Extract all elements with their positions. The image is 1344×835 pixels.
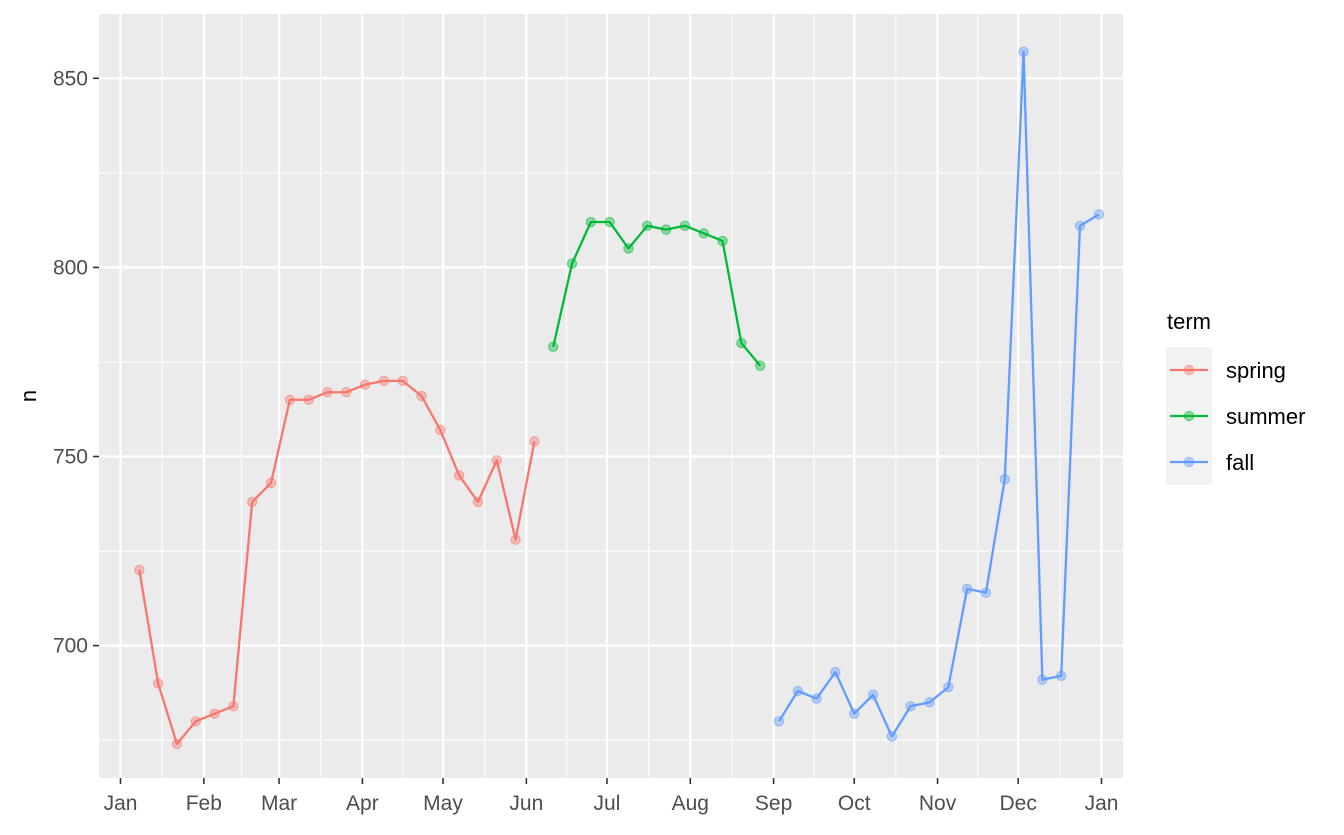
data-point: [416, 390, 427, 402]
data-point: [1055, 670, 1067, 682]
series-line-fall: [778, 50, 1100, 738]
data-point: [961, 583, 973, 595]
series-summer: [548, 216, 766, 371]
x-tick-label: Dec: [1000, 792, 1037, 815]
data-point: [1074, 220, 1086, 232]
data-point: [510, 534, 521, 545]
y-axis-title: n: [16, 390, 41, 402]
y-tick-label: 750: [53, 446, 88, 469]
x-tick-label: Jan: [104, 792, 138, 815]
x-tick-label: Nov: [919, 792, 957, 815]
data-point: [359, 379, 371, 390]
x-tick-label: Sep: [755, 792, 792, 815]
data-point: [811, 693, 822, 704]
legend-label: fall: [1226, 450, 1254, 475]
x-tick-label: Mar: [261, 792, 297, 815]
legend-item-summer: summer: [1170, 404, 1305, 429]
x-tick-label: Jul: [594, 792, 621, 815]
data-point: [698, 228, 709, 239]
data-point: [284, 394, 296, 405]
data-point: [397, 375, 408, 387]
data-point: [322, 387, 333, 398]
data-point: [660, 224, 672, 235]
data-point: [642, 220, 653, 232]
data-point: [754, 360, 766, 371]
data-point: [999, 474, 1010, 485]
data-point: [943, 682, 954, 693]
data-point: [548, 341, 559, 353]
data-point: [190, 716, 201, 727]
data-point: [924, 697, 935, 708]
x-tick-label: Apr: [346, 792, 379, 815]
data-point: [491, 455, 502, 466]
data-point: [341, 387, 352, 398]
data-point: [980, 587, 992, 598]
y-tick-label: 800: [53, 256, 88, 279]
data-point: [435, 424, 446, 436]
data-point: [623, 243, 634, 254]
data-point: [849, 708, 860, 719]
x-tick-label: May: [423, 792, 463, 815]
legend-key-point: [1183, 410, 1195, 422]
data-point: [867, 689, 879, 700]
data-point: [171, 738, 183, 750]
data-point: [566, 258, 578, 269]
data-point: [134, 564, 145, 576]
legend-label: spring: [1226, 358, 1286, 383]
panel-background: [99, 14, 1123, 778]
data-point: [378, 375, 390, 387]
legend: term spring summer fall: [1166, 309, 1305, 485]
data-point: [1018, 46, 1029, 58]
data-point: [209, 708, 220, 719]
x-tick-label: Oct: [838, 792, 871, 815]
series-layer: [134, 46, 1105, 750]
legend-item-fall: fall: [1170, 450, 1254, 475]
y-axis: 700 750 800 850: [53, 67, 99, 658]
y-tick-label: 700: [53, 635, 88, 658]
data-point: [736, 337, 747, 349]
data-point: [773, 716, 785, 727]
series-line-spring: [138, 379, 536, 746]
x-tick-label: Aug: [672, 792, 709, 815]
data-point: [152, 678, 164, 689]
data-point: [717, 235, 728, 247]
data-point: [1093, 209, 1105, 220]
data-point: [265, 477, 277, 489]
major-gridlines: [99, 14, 1123, 778]
legend-items: spring summer fall: [1170, 358, 1305, 475]
legend-key-point: [1183, 456, 1195, 468]
data-point: [303, 394, 314, 405]
data-point: [886, 731, 898, 742]
data-point: [1037, 674, 1048, 685]
x-tick-label: Jan: [1085, 792, 1119, 815]
legend-key-point: [1183, 364, 1195, 376]
data-point: [453, 470, 465, 481]
data-point: [585, 216, 597, 228]
x-axis: Jan Feb Mar Apr May Jun Jul Aug Sep Oct Nov Dec Jan: [104, 778, 1119, 815]
legend-title: term: [1167, 309, 1211, 334]
legend-label: summer: [1226, 404, 1305, 429]
data-point: [604, 216, 615, 228]
data-point: [472, 496, 484, 508]
data-point: [830, 666, 841, 678]
x-tick-label: Feb: [186, 792, 222, 815]
data-point: [792, 685, 803, 697]
minor-gridlines: [99, 14, 1123, 778]
series-fall: [773, 46, 1105, 742]
data-point: [228, 700, 239, 712]
data-point: [529, 436, 540, 447]
series-line-summer: [552, 220, 762, 367]
x-tick-label: Jun: [509, 792, 543, 815]
y-tick-label: 850: [53, 67, 88, 90]
data-point: [679, 220, 691, 232]
legend-item-spring: spring: [1170, 358, 1286, 383]
data-point: [905, 700, 916, 712]
series-spring: [134, 375, 540, 750]
data-point: [246, 496, 258, 508]
